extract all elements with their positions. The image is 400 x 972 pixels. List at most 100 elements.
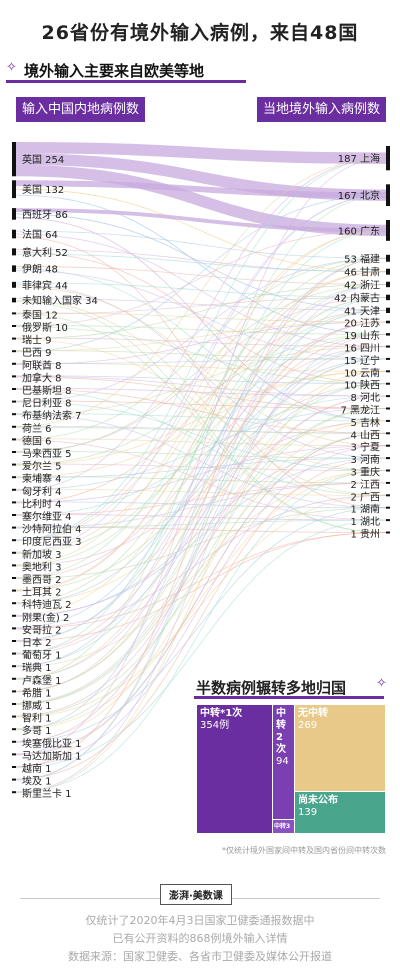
flow-智利-河北 [15,395,387,717]
source-label-安哥拉: 安哥拉 2 [22,623,62,636]
flow-加拿大-陕西 [15,375,387,385]
source-label-科特迪瓦: 科特迪瓦 2 [22,598,72,611]
source-label-英国: 英国 254 [22,153,64,166]
flow-伊朗-浙江 [15,266,387,285]
flow-越南-福建 [15,257,387,768]
target-label-湖南: 1 湖南 [350,503,380,516]
treemap-value: 94 [276,756,289,767]
source-label-柬埔寨: 柬埔寨 4 [22,472,62,485]
source-label-西班牙: 西班牙 86 [22,209,68,221]
flow-卢森堡-辽宁 [15,358,387,679]
source-label-马来西亚: 马来西亚 5 [22,448,72,460]
source-bar-墨西哥 [12,576,16,579]
flow-巴基斯坦-河北 [15,387,387,397]
flow-葡萄牙-广东 [15,230,387,654]
target-bar-四川 [386,345,390,348]
flow-希腊-江苏 [15,321,387,693]
flow-巴基斯坦-山西 [15,388,387,434]
target-bar-重庆 [386,469,390,472]
flow-日本-内蒙古 [15,297,387,643]
target-label-甘肃: 46 甘肃 [344,266,380,279]
source-label-智利: 智利 1 [22,712,52,725]
flow-法国-福建 [15,230,387,259]
source-label-日本: 日本 2 [22,636,52,649]
target-label-上海: 187 上海 [338,152,380,165]
target-bar-湖北 [386,519,390,522]
source-label-德国: 德国 6 [22,434,52,447]
flow-西班牙-广东 [15,208,387,233]
flow-爱尔兰-重庆 [15,463,387,471]
target-bar-江苏 [386,320,390,324]
flow-埃塞俄比亚-吉林 [15,420,387,742]
target-label-天津: 41 天津 [344,305,380,317]
flow-阿联酋-辽宁 [15,358,387,365]
flow-比利时-宁夏 [15,445,387,503]
footer-line-2: 已有公开资料的868例境外输入详情 [112,932,288,945]
flow-伊朗-辽宁 [15,270,387,360]
treemap-cell-无中转: 无中转 269 [295,705,385,791]
flow-日本-贵州 [15,532,387,642]
flow-比利时-湖南 [15,501,387,509]
flow-塞尔维亚-湖北 [15,513,387,521]
source-bar-泰国 [12,312,16,315]
flow-科特迪瓦-浙江 [15,284,387,603]
flow-马来西亚-浙江 [15,284,387,454]
source-bar-刚果(金) [12,614,16,617]
flow-瑞士-四川 [15,337,387,347]
source-bar-马达加斯加 [12,753,16,756]
source-label-尼日利亚: 尼日利亚 8 [22,398,72,410]
source-label-巴西: 巴西 9 [22,347,52,359]
source-label-荷兰: 荷兰 6 [22,422,52,435]
target-label-河南: 3 河南 [350,453,380,466]
page-title: 26省份有境外输入病例，来自48国 [41,22,359,44]
source-label-美国: 美国 132 [22,183,64,196]
source-label-葡萄牙: 葡萄牙 1 [22,649,62,662]
target-bar-北京 [386,184,390,207]
flow-印度尼西亚-上海 [15,157,387,540]
target-label-吉林: 5 吉林 [350,416,380,429]
target-label-江西: 2 江西 [350,479,380,491]
treemap-cell-中转2次: 中转2次 94 [273,705,294,819]
source-bar-安哥拉 [12,627,16,630]
flow-西班牙-吉林 [15,217,387,422]
sankey-chart: 英国 254 美国 132 西班牙 86 法国 64 意大利 52 伊朗 48 菲律宾 44… [12,142,390,800]
flow-英国-广东 [15,164,387,237]
source-label-爱尔兰: 爱尔兰 5 [22,460,62,473]
target-label-重庆: 3 重庆 [350,466,380,479]
target-bar-贵州 [386,531,390,534]
source-bar-美国 [12,180,16,199]
target-bar-内蒙古 [386,294,390,301]
target-bar-山东 [386,333,390,336]
treemap-label: 中转3次 [274,823,291,830]
source-label-多哥: 多哥 1 [22,724,52,737]
flow-马来西亚-河南 [15,450,387,459]
target-bar-广东 [386,220,390,241]
flow-希腊-辽宁 [15,358,387,692]
flow-卢森堡-江苏 [15,321,387,680]
subtitle: 境外输入主要来自欧美等地 [24,62,205,80]
flow-埃塞俄比亚-湖南 [15,507,387,743]
flow-土耳其-陕西 [15,383,387,591]
treemap-value: 354例 [200,720,230,731]
treemap-label: 中转2次 [276,708,286,755]
source-bar-比利时 [12,501,16,504]
flow-新加坡-北京 [15,194,387,553]
source-label-菲律宾: 菲律宾 44 [22,279,68,292]
right-header: 当地境外输入病例数 [256,97,386,122]
flow-奥地利-广东 [15,230,387,566]
flow-马达加斯加-上海 [15,157,387,755]
source-label-挪威: 挪威 1 [22,699,52,712]
source-label-伊朗: 伊朗 48 [22,264,58,276]
source-bar-尼日利亚 [12,400,16,403]
flow-柬埔寨-云南 [15,370,387,478]
footer-line-1: 仅统计了2020年4月3日国家卫健委通报数据中 [85,914,315,927]
source-bar-伊朗 [12,265,16,272]
flow-印度尼西亚-广东 [15,230,387,542]
flow-菲律宾-内蒙古 [15,282,387,298]
flow-卢森堡-北京 [15,194,387,680]
flow-墨西哥-福建 [15,257,387,578]
target-bar-山西 [386,432,390,435]
source-bar-瑞典 [12,665,16,668]
flow-多哥-福建 [15,257,387,731]
source-bar-新加坡 [12,551,16,554]
